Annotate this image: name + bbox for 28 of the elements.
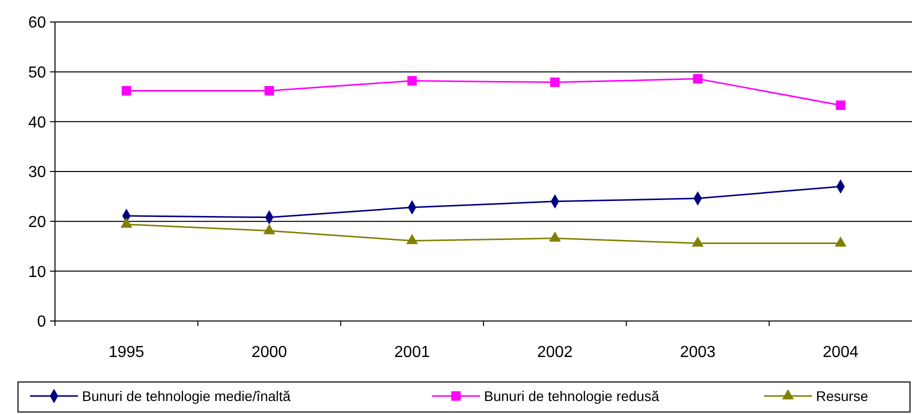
point bbox=[407, 76, 417, 86]
point bbox=[120, 218, 132, 228]
x-tick-label: 2000 bbox=[251, 344, 288, 361]
point bbox=[692, 236, 704, 247]
y-tick-label: 10 bbox=[28, 264, 46, 281]
y-tick-label: 0 bbox=[37, 314, 46, 331]
legend-label: Resurse bbox=[816, 388, 868, 404]
point bbox=[122, 86, 132, 96]
legend-label: Bunuri de tehnologie redusă bbox=[484, 388, 660, 404]
y-tick-label: 40 bbox=[28, 114, 46, 132]
x-tick-label: 1995 bbox=[108, 344, 144, 361]
point bbox=[693, 74, 702, 84]
point bbox=[550, 78, 560, 88]
point bbox=[264, 86, 274, 96]
point bbox=[549, 231, 561, 242]
point bbox=[406, 234, 418, 244]
y-tick-label: 20 bbox=[28, 214, 46, 231]
x-tick-label: 2001 bbox=[394, 344, 430, 361]
point bbox=[834, 236, 846, 247]
y-tick-label: 30 bbox=[28, 164, 46, 182]
point bbox=[263, 224, 276, 234]
point bbox=[836, 100, 846, 110]
legend-label: Bunuri de tehnologie medie/înaltă bbox=[82, 388, 291, 404]
y-tick-label: 50 bbox=[28, 64, 46, 82]
x-tick-label: 2002 bbox=[537, 344, 573, 361]
y-tick-label: 60 bbox=[28, 14, 46, 32]
x-tick-label: 2004 bbox=[822, 344, 858, 361]
x-tick-label: 2003 bbox=[680, 344, 716, 361]
